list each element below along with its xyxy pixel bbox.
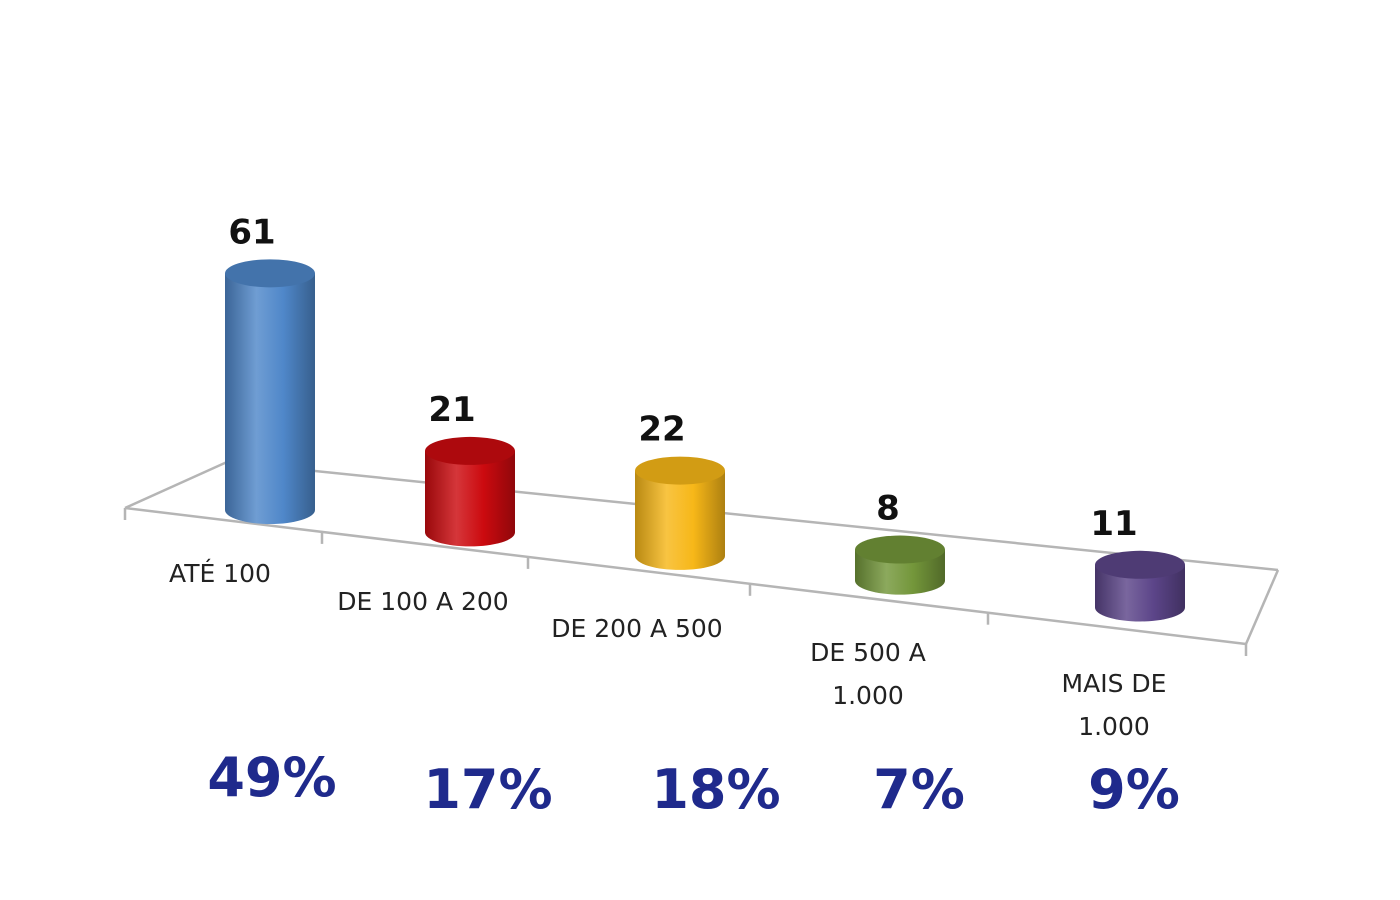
value-label: 22 <box>638 410 685 450</box>
category-label-line: DE 200 A 500 <box>551 614 722 643</box>
category-label: ATÉ 100 <box>169 559 271 588</box>
floor-back-edge <box>226 460 1279 572</box>
labels: 61 ATÉ 100 49% 21 DE 100 A 200 17% 22 DE 200 A … <box>169 212 1180 821</box>
bar-3 <box>635 456 725 570</box>
bar-top <box>425 436 515 465</box>
floor-right-edge <box>1244 569 1280 645</box>
category-label: DE 100 A 200 <box>337 587 508 616</box>
bar-body <box>1095 564 1185 622</box>
bar-2 <box>425 436 515 547</box>
bar-body <box>225 273 315 525</box>
bar-4 <box>855 535 945 595</box>
bar-top <box>225 259 315 288</box>
axis-ticks <box>123 508 1248 656</box>
bar-5 <box>1095 550 1185 622</box>
category-label-line: DE 500 A <box>810 638 926 667</box>
value-label: 21 <box>428 390 475 430</box>
bar-top <box>855 535 945 564</box>
category-label: DE 500 A 1.000 <box>810 638 926 710</box>
category-axis <box>124 506 1247 646</box>
category-label-line: MAIS DE <box>1062 669 1167 698</box>
bar-top <box>1095 550 1185 579</box>
category-label: MAIS DE 1.000 <box>1062 669 1167 741</box>
percentage-label: 17% <box>423 758 552 821</box>
value-label: 8 <box>876 489 900 529</box>
percentage-label: 7% <box>873 758 965 821</box>
category-label-line: DE 100 A 200 <box>337 587 508 616</box>
category-label-line: ATÉ 100 <box>169 559 271 588</box>
category-label-line: 1.000 <box>832 681 904 710</box>
bar-body <box>635 470 725 570</box>
percentage-label: 18% <box>651 758 780 821</box>
floor-left-edge <box>124 460 228 510</box>
bars <box>225 259 1185 622</box>
value-label: 61 <box>228 212 275 252</box>
percentage-label: 49% <box>207 746 336 809</box>
bar-1 <box>225 259 315 525</box>
category-label-line: 1.000 <box>1078 712 1150 741</box>
value-label: 11 <box>1090 504 1137 544</box>
percentage-label: 9% <box>1088 758 1180 821</box>
bar-top <box>635 456 725 485</box>
bar-body <box>425 450 515 547</box>
chart-floor <box>124 460 1280 646</box>
category-label: DE 200 A 500 <box>551 614 722 643</box>
